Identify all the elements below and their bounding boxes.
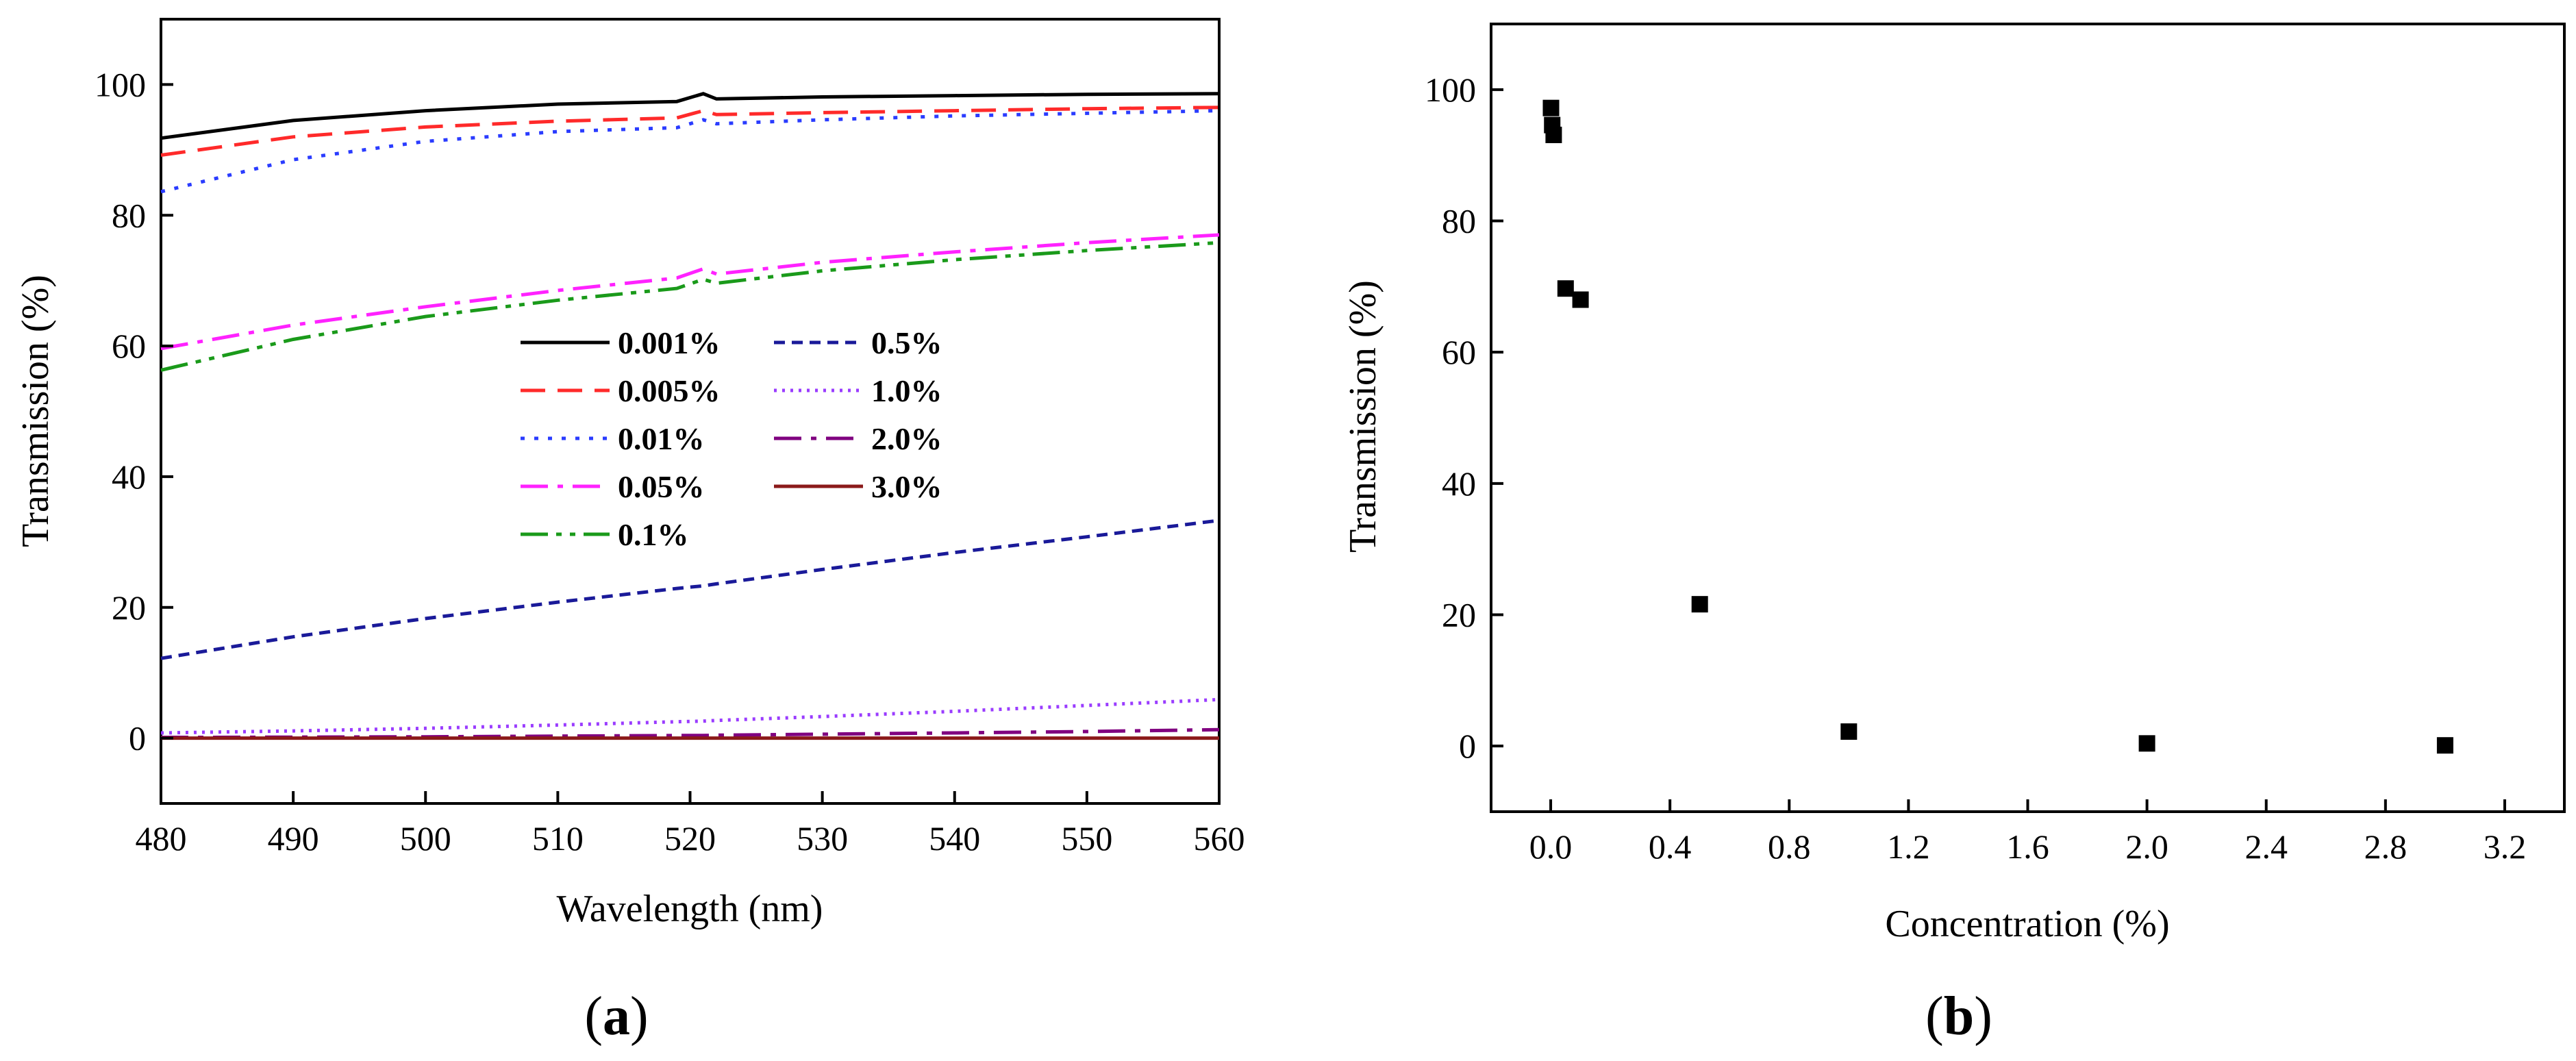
panel-a-x-tick-label: 510 (532, 819, 584, 858)
panel-b-x-axis-title: Concentration (%) (1885, 903, 2169, 945)
panel-b-scatter-chart: 0.0 0.4 0.8 1.2 1.6 2.0 2.4 2.8 3.2020406080100 … (1342, 23, 2566, 1047)
panel-b-ticks: 0.0 0.4 0.8 1.2 1.6 2.0 2.4 2.8 3.2 0 20 40 60 80 100 (1425, 71, 2526, 866)
panel-a-x-tick-label: 540 (929, 819, 980, 858)
panel-b-data-point-8 (2138, 735, 2155, 752)
panel-a-x-tick-label: 520 (664, 819, 716, 858)
legend-label-1: 0.001% (618, 325, 721, 360)
legend-label-7: 1.0% (871, 373, 942, 408)
legend-label-4: 0.05% (618, 469, 705, 504)
panel-a-y-tick-label: 60 (112, 327, 146, 365)
panel-a-y-tick-label: 80 (112, 196, 146, 234)
panel-a-y-tick-label: 40 (112, 458, 146, 496)
panel-a-series-line-7 (160, 697, 1220, 735)
panel-a-series-line-5 (160, 240, 1220, 372)
panel-b-data-point-1 (1542, 99, 1560, 116)
panel-a-series-group (160, 92, 1220, 740)
panel-a-series-line-3 (160, 109, 1220, 194)
panel-a-series-line-6 (160, 519, 1220, 660)
legend-label-5: 0.1% (618, 517, 689, 552)
panel-a-x-tick-label: 550 (1061, 819, 1112, 858)
panel-b-y-tick-label: 80 (1442, 202, 1476, 240)
panel-a-x-tick-label: 480 (136, 819, 187, 858)
panel-a-y-tick-label: 20 (112, 588, 146, 627)
panel-a-series-line-2 (160, 105, 1220, 157)
panel-a-x-tick-label: 560 (1194, 819, 1245, 858)
panel-a-series-line-1 (160, 92, 1220, 140)
panel-b-x-tick-label: 0.4 (1649, 827, 1692, 866)
panel-b-x-tick-label: 1.2 (1887, 827, 1930, 866)
panel-a-y-tick-label: 0 (129, 719, 146, 758)
panel-a-x-tick-label: 490 (268, 819, 319, 858)
panel-b-x-tick-label: 2.0 (2125, 827, 2168, 866)
panel-b-data-point-7 (1840, 723, 1858, 740)
panel-b-y-tick-label: 0 (1459, 727, 1476, 765)
legend-label-3: 0.01% (618, 421, 705, 456)
panel-b-points-group (1542, 99, 2453, 754)
panel-a-x-tick-label: 500 (400, 819, 451, 858)
panel-b-data-point-5 (1572, 291, 1589, 308)
panel-a-ticks: 480 490 500 510 520 530 540 550 560 0 20 40 60 80 100 (95, 65, 1245, 858)
panel-b-y-tick-label: 100 (1425, 71, 1476, 109)
panel-a-y-tick-label: 100 (95, 65, 146, 103)
panel-a-x-axis-title: Wavelength (nm) (557, 888, 823, 930)
panel-a-label: (a) (584, 986, 648, 1047)
panel-b-data-point-6 (1691, 596, 1708, 613)
legend-label-6: 0.5% (871, 325, 942, 360)
panel-a-series-line-4 (160, 233, 1220, 351)
panel-b-data-point-9 (2436, 737, 2453, 754)
panel-a-plot-frame (160, 18, 1221, 805)
panel-b-x-tick-label: 2.8 (2364, 827, 2408, 866)
panel-b-x-tick-label: 1.6 (2006, 827, 2049, 866)
legend-label-2: 0.005% (618, 373, 721, 408)
panel-a-legend: 0.001% 0.005% 0.01% 0.05% 0.1% 0.5% 1.0% 2.0% 3.… (521, 325, 942, 552)
panel-b-data-point-3 (1545, 126, 1562, 143)
panel-a-x-tick-label: 530 (797, 819, 848, 858)
panel-b-y-tick-label: 20 (1442, 596, 1476, 634)
panel-b-x-tick-label: 0.8 (1768, 827, 1811, 866)
panel-a-y-axis-title: Transmission (%) (14, 275, 57, 547)
panel-b-x-tick-label: 3.2 (2484, 827, 2527, 866)
legend-label-9: 3.0% (871, 469, 942, 504)
panel-b-x-tick-label: 2.4 (2244, 827, 2288, 866)
panel-b-label: (b) (1925, 986, 1992, 1047)
legend-label-8: 2.0% (871, 421, 942, 456)
panel-b-plot-frame (1490, 23, 2566, 813)
panel-a-line-chart: 480 490 500 510 520 530 540 550 560020406080100 … (14, 18, 1245, 1047)
panel-b-y-tick-label: 40 (1442, 464, 1476, 503)
panel-b-x-tick-label: 0.0 (1529, 827, 1573, 866)
panel-b-data-point-4 (1557, 280, 1574, 297)
panel-b-y-tick-label: 60 (1442, 333, 1476, 371)
panel-b-y-axis-title: Transmission (%) (1342, 280, 1384, 553)
